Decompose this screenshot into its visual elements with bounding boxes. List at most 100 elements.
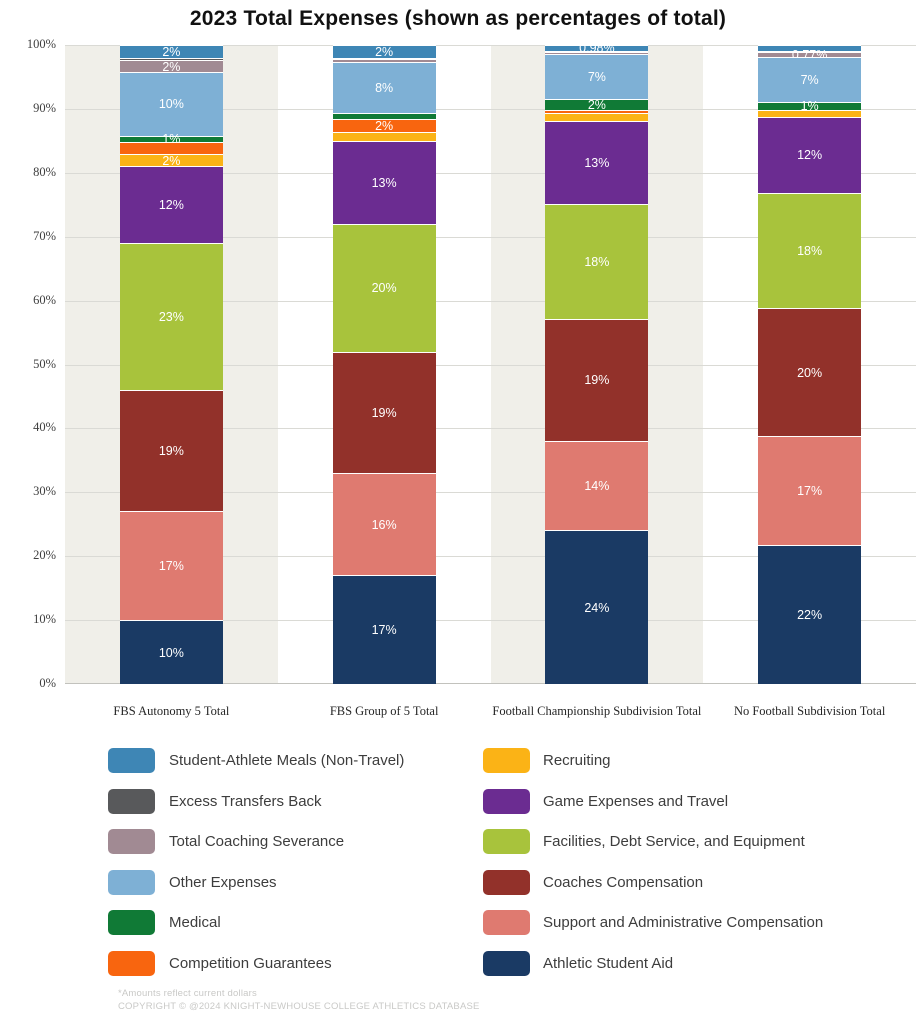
legend-swatch <box>483 829 530 855</box>
legend-swatch <box>483 951 530 976</box>
bar-segment-label: 24% <box>584 600 610 615</box>
gridline <box>65 45 916 46</box>
bar-segment: 12% <box>119 166 223 244</box>
bar-segment-label: 2% <box>162 153 181 168</box>
gridline <box>65 300 916 302</box>
bar-segment-label: 14% <box>584 478 610 493</box>
bar-segment-label: 13% <box>371 175 397 190</box>
legend-label: Coaches Compensation <box>543 873 704 891</box>
y-tick-label: 90% <box>33 100 56 115</box>
x-category-label: No Football Subdivision Total <box>733 704 886 718</box>
bar-segment <box>758 44 862 52</box>
bar-segment: 20% <box>332 223 436 352</box>
bar-segment-label: 7% <box>587 69 606 84</box>
bar-segment-label: 19% <box>371 405 397 420</box>
bar-segment: 2% <box>545 99 649 111</box>
bar-segment: 7% <box>545 54 649 99</box>
gridline <box>65 683 916 684</box>
bar-segment-label: 19% <box>158 444 184 459</box>
legend-label: Support and Administrative Compensation <box>543 914 824 932</box>
y-tick-label: 20% <box>33 548 56 563</box>
bar-segment-label: 19% <box>584 373 610 388</box>
bar-segment <box>119 57 223 61</box>
bar-segment <box>332 112 436 120</box>
bar-segment <box>545 51 649 53</box>
legend-label: Other Expenses <box>169 873 277 891</box>
legend-swatch <box>108 829 155 855</box>
x-category-label: Football Championship Subdivision Total <box>492 704 702 718</box>
bar-segment: 17% <box>332 575 436 684</box>
bar-segment: 10% <box>119 71 223 136</box>
bar-segment-label: 23% <box>158 309 184 324</box>
legend-label: Athletic Student Aid <box>543 955 674 972</box>
x-category-label: FBS Group of 5 Total <box>329 704 439 718</box>
gridline <box>65 236 916 238</box>
legend-swatch <box>483 869 530 895</box>
bar-segment: 2% <box>332 118 436 133</box>
bar-segment: 13% <box>545 121 649 205</box>
bar-segment: 1% <box>758 100 862 112</box>
y-tick-label: 50% <box>33 356 56 371</box>
bar-segment: 19% <box>545 319 649 441</box>
bar-segment: 2% <box>119 153 223 168</box>
bar-segment <box>758 109 862 117</box>
bar-segment: 7% <box>758 57 862 102</box>
y-tick-label: 40% <box>33 420 56 435</box>
bar-segment-label: 22% <box>797 607 823 622</box>
bar-segment-label: 2% <box>375 118 394 133</box>
legend-label: Recruiting <box>543 752 611 769</box>
bar-segment-label: 7% <box>800 72 819 87</box>
footnote: *Amounts reflect current dollars <box>118 988 257 999</box>
legend-label: Facilities, Debt Service, and Equipment <box>543 833 805 851</box>
legend-label: Excess Transfers Back <box>169 792 322 810</box>
bar-segment: 24% <box>545 530 649 684</box>
legend-swatch <box>108 910 155 936</box>
bar-segment: 14% <box>545 440 649 531</box>
bar-segment-label: 10% <box>158 97 184 112</box>
bar-segment: 19% <box>332 351 436 474</box>
chart-title: 2023 Total Expenses (shown as percentage… <box>189 7 727 30</box>
bar-segment: 12% <box>758 116 862 194</box>
bar-segment: 2% <box>332 45 436 58</box>
bar-segment-label: 17% <box>371 622 397 637</box>
bar-segment-label: 17% <box>797 483 823 498</box>
bar-segment <box>332 59 436 62</box>
bar-segment <box>119 142 223 154</box>
bar-segment <box>332 131 436 141</box>
legend-swatch <box>108 748 155 773</box>
legend-swatch <box>108 788 155 814</box>
legend-label: Medical <box>169 914 221 932</box>
x-category-label: FBS Autonomy 5 Total <box>113 704 230 718</box>
bar-segment <box>332 57 436 60</box>
legend-label: Total Coaching Severance <box>169 833 345 851</box>
bar-segment-label: 2% <box>162 44 181 59</box>
legend-label: Competition Guarantees <box>169 955 332 972</box>
bar-segment-label: 13% <box>584 155 610 170</box>
bar-segment-label: 17% <box>158 559 184 574</box>
bar-segment: 23% <box>119 243 223 391</box>
bar-segment: 22% <box>758 544 862 684</box>
gridline <box>65 364 916 366</box>
bar-segment <box>545 110 649 114</box>
gridline <box>65 108 916 110</box>
gridline <box>65 428 916 430</box>
bar-segment: 2% <box>119 44 223 59</box>
bar-segment-label: 20% <box>371 281 397 296</box>
bar-segment-label: 8% <box>375 80 394 95</box>
bar-segment: 13% <box>332 140 436 224</box>
bar-segment: 16% <box>332 473 436 576</box>
y-tick-label: 30% <box>33 484 56 499</box>
stacked-bar: 2% 8% 2% 13% 20% 19% 16% 17% <box>332 45 436 684</box>
y-tick-label: 70% <box>33 228 56 243</box>
bar-segment-label: 20% <box>797 365 823 380</box>
bar-segment-label: 18% <box>797 244 823 259</box>
bar-segment: 20% <box>758 308 862 437</box>
bar-segment: 17% <box>119 511 223 621</box>
bar-segment: 8% <box>332 61 436 113</box>
bar-segment: 17% <box>758 436 862 545</box>
legend-swatch <box>483 748 530 773</box>
gridline <box>65 492 916 494</box>
bar-segment: 2% <box>119 60 223 72</box>
bar-segment: 10% <box>119 620 223 684</box>
y-tick-label: 0% <box>39 676 56 690</box>
